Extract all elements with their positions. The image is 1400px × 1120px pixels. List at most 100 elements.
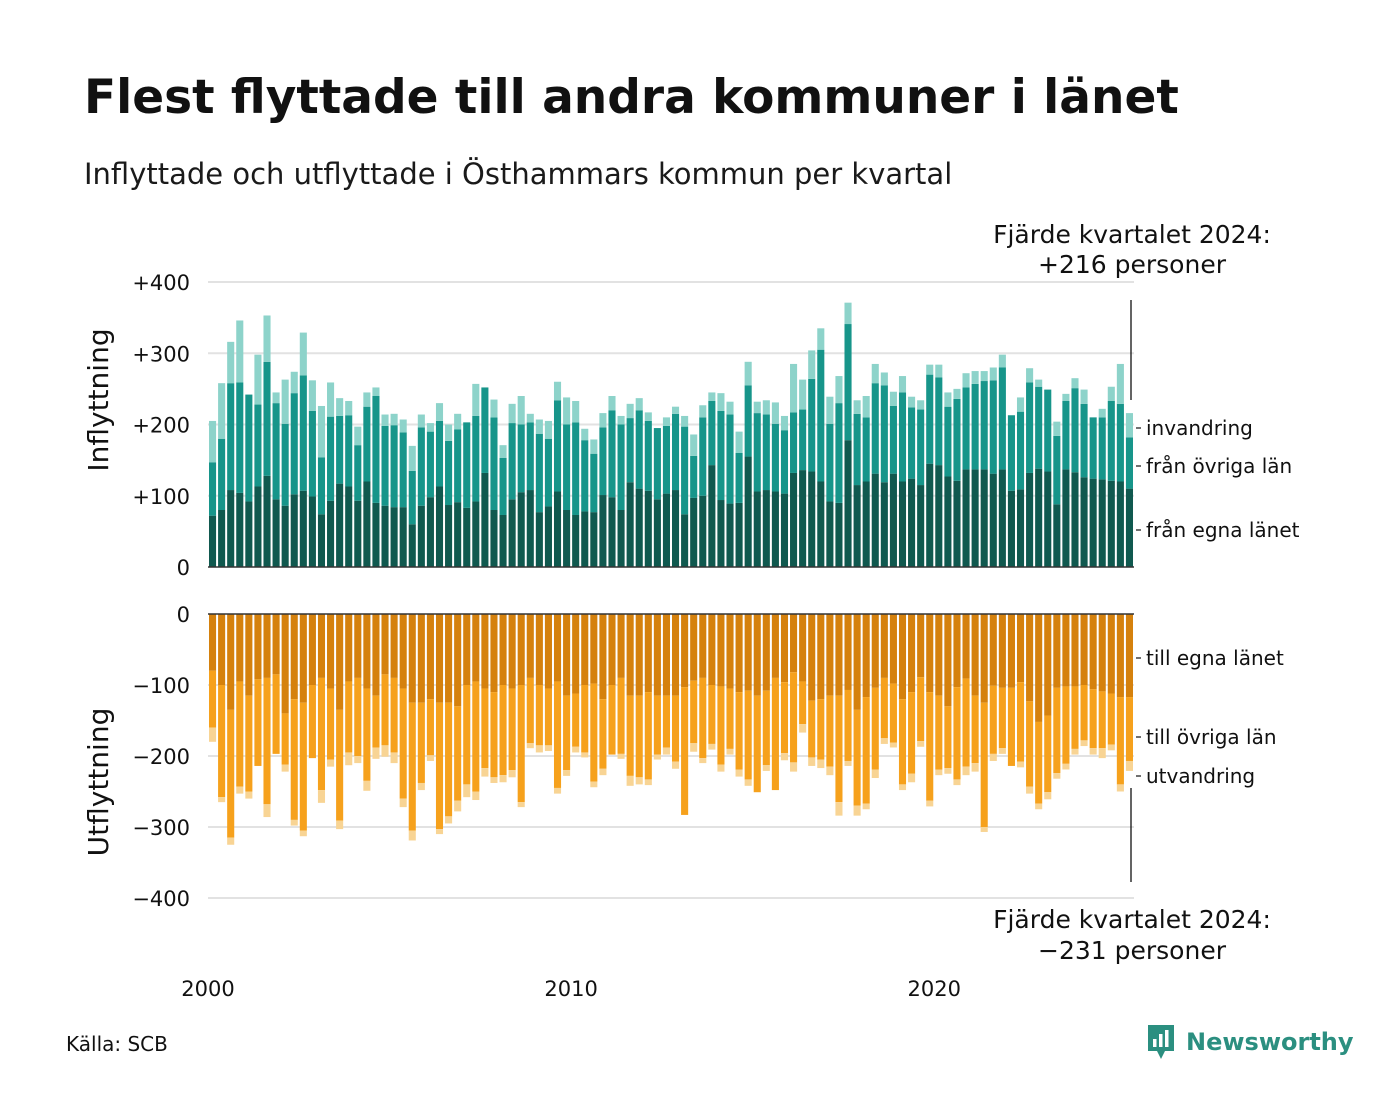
bar-out-1 [608, 685, 616, 755]
bar-out-0 [653, 614, 661, 696]
bar-out-1 [399, 688, 407, 799]
bar-out-0 [599, 614, 607, 700]
bar-out-2 [417, 782, 425, 791]
y-tick-label: +300 [132, 342, 190, 366]
bar-in-2 [853, 400, 861, 414]
bar-out-2 [1098, 748, 1106, 759]
bar-in-2 [526, 413, 534, 423]
bar-in-0 [327, 500, 335, 567]
bar-out-1 [1116, 697, 1124, 785]
bar-out-1 [935, 695, 943, 770]
bar-in-1 [399, 432, 407, 508]
bar-out-2 [871, 769, 879, 779]
bar-in-2 [572, 400, 580, 423]
bar-out-2 [544, 745, 552, 752]
bar-in-1 [971, 383, 979, 470]
bar-in-0 [771, 491, 779, 567]
bar-out-0 [853, 614, 861, 710]
bar-out-1 [408, 702, 416, 831]
bar-in-2 [953, 388, 961, 399]
bar-in-1 [1053, 435, 1061, 505]
bar-in-1 [263, 361, 271, 476]
bar-in-2 [835, 376, 843, 404]
bar-in-0 [572, 514, 580, 567]
bar-out-1 [544, 688, 552, 746]
bar-out-1 [317, 677, 326, 791]
bar-in-1 [690, 455, 698, 498]
bar-out-2 [1107, 744, 1115, 751]
source-note: Källa: SCB [66, 1032, 168, 1056]
series-label: till egna länet [1146, 646, 1284, 670]
bar-in-2 [699, 405, 707, 418]
bar-out-0 [980, 614, 988, 703]
bar-out-1 [944, 706, 952, 769]
bar-in-1 [463, 422, 471, 508]
bar-in-1 [935, 377, 943, 466]
bar-out-1 [281, 713, 289, 765]
bar-in-0 [762, 490, 770, 567]
bar-in-2 [771, 402, 779, 424]
bar-in-0 [989, 473, 997, 567]
bar-out-0 [681, 614, 689, 688]
brand-icon [1148, 1025, 1174, 1059]
bar-in-0 [336, 483, 344, 567]
bar-out-1 [953, 687, 961, 780]
y-tick-label: −300 [132, 816, 190, 840]
bar-out-0 [962, 614, 970, 679]
bar-in-0 [653, 499, 661, 567]
bar-out-1 [472, 681, 480, 792]
bar-in-2 [844, 302, 852, 325]
bar-in-0 [372, 502, 380, 567]
bar-out-1 [735, 692, 743, 770]
bar-out-2 [853, 805, 861, 816]
bar-in-0 [844, 440, 852, 567]
bar-in-1 [572, 422, 580, 515]
bar-out-1 [662, 695, 671, 748]
bar-in-0 [227, 490, 235, 567]
series-label: från egna länet [1146, 518, 1300, 542]
bar-out-0 [989, 614, 997, 686]
bar-out-2 [363, 780, 371, 791]
bar-out-1 [1044, 715, 1052, 793]
bar-in-2 [762, 400, 770, 415]
bar-out-0 [208, 614, 217, 671]
bar-out-0 [354, 614, 362, 678]
bar-in-2 [345, 400, 353, 416]
bar-out-0 [454, 614, 462, 707]
bar-out-1 [263, 677, 271, 805]
bar-out-0 [381, 614, 389, 675]
bar-in-2 [417, 414, 425, 428]
bar-out-2 [472, 791, 480, 801]
bar-in-1 [762, 414, 770, 491]
bar-in-0 [1026, 472, 1034, 567]
bar-in-2 [553, 381, 562, 401]
bar-out-2 [463, 784, 471, 798]
bar-in-0 [236, 492, 244, 567]
bar-in-0 [617, 510, 625, 567]
brand-logo: Newsworthy [1146, 1022, 1354, 1062]
bar-out-2 [327, 759, 335, 767]
bar-in-1 [989, 380, 997, 474]
bar-out-0 [744, 614, 752, 691]
bar-in-1 [581, 440, 589, 512]
bar-in-2 [989, 367, 997, 381]
bar-out-0 [835, 614, 843, 696]
bar-in-2 [563, 397, 571, 425]
bar-in-2 [1026, 368, 1034, 383]
bar-in-2 [363, 392, 371, 407]
bar-out-0 [662, 614, 671, 696]
bar-in-2 [263, 315, 271, 362]
bar-in-1 [635, 410, 643, 489]
bar-out-0 [426, 614, 434, 700]
bar-out-1 [744, 690, 752, 780]
bar-out-1 [871, 687, 879, 770]
bar-out-2 [617, 753, 625, 759]
bar-in-1 [417, 427, 425, 506]
bar-in-2 [862, 396, 870, 418]
bar-out-1 [853, 709, 861, 806]
bar-out-0 [1125, 614, 1134, 698]
bar-out-0 [1007, 614, 1015, 688]
bar-out-1 [1062, 686, 1070, 764]
bar-out-0 [699, 614, 707, 678]
bar-in-2 [681, 415, 689, 427]
